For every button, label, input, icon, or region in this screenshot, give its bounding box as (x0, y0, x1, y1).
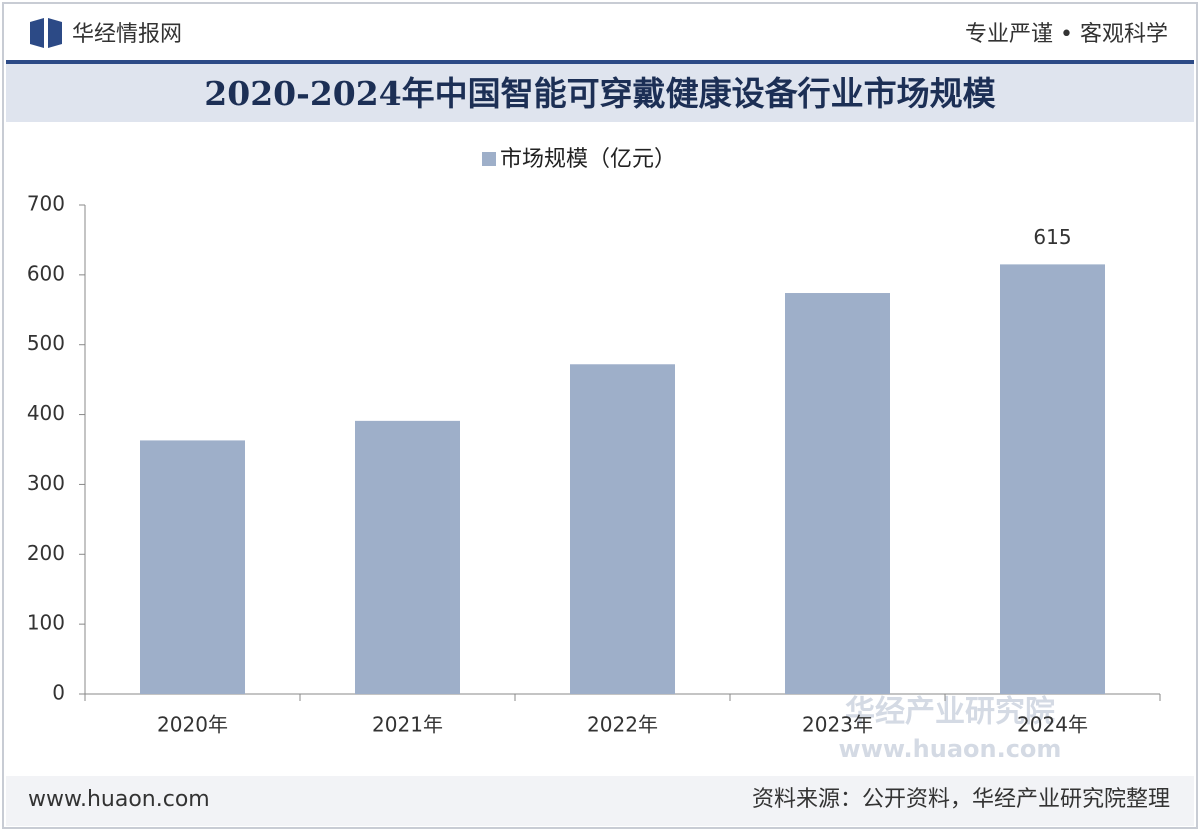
bar (785, 293, 890, 694)
brand-name: 华经情报网 (72, 22, 182, 47)
legend-label: 市场规模（亿元） (500, 147, 676, 172)
footer-band (6, 776, 1194, 826)
x-tick-label: 2024年 (1017, 713, 1088, 737)
data-label: 615 (1033, 225, 1071, 249)
watermark-url: www.huaon.com (839, 735, 1062, 763)
y-tick-label: 600 (27, 261, 65, 285)
y-tick-label: 200 (27, 541, 65, 565)
x-tick-label: 2023年 (802, 713, 873, 737)
logo-icon (30, 18, 44, 48)
x-tick-label: 2020年 (157, 713, 228, 737)
x-tick-label: 2021年 (372, 713, 443, 737)
bar (1000, 264, 1105, 694)
bar (570, 364, 675, 694)
chart-title: 2020-2024年中国智能可穿戴健康设备行业市场规模 (204, 74, 996, 113)
y-tick-label: 400 (27, 401, 65, 425)
y-tick-label: 700 (27, 192, 65, 216)
slogan: 专业严谨 • 客观科学 (965, 22, 1168, 47)
bar (140, 440, 245, 694)
x-tick-label: 2022年 (587, 713, 658, 737)
source-note: 资料来源：公开资料，华经产业研究院整理 (752, 787, 1170, 812)
y-tick-label: 300 (27, 471, 65, 495)
y-tick-label: 0 (52, 681, 65, 705)
footer-url: www.huaon.com (28, 787, 210, 812)
bar (355, 420, 460, 694)
y-tick-label: 500 (27, 331, 65, 355)
watermark: 华经产业研究院 (845, 695, 1055, 730)
legend-swatch (482, 152, 496, 166)
logo-icon (48, 18, 62, 48)
title-banner (6, 64, 1194, 122)
header-rule (6, 60, 1194, 64)
y-tick-label: 100 (27, 611, 65, 635)
